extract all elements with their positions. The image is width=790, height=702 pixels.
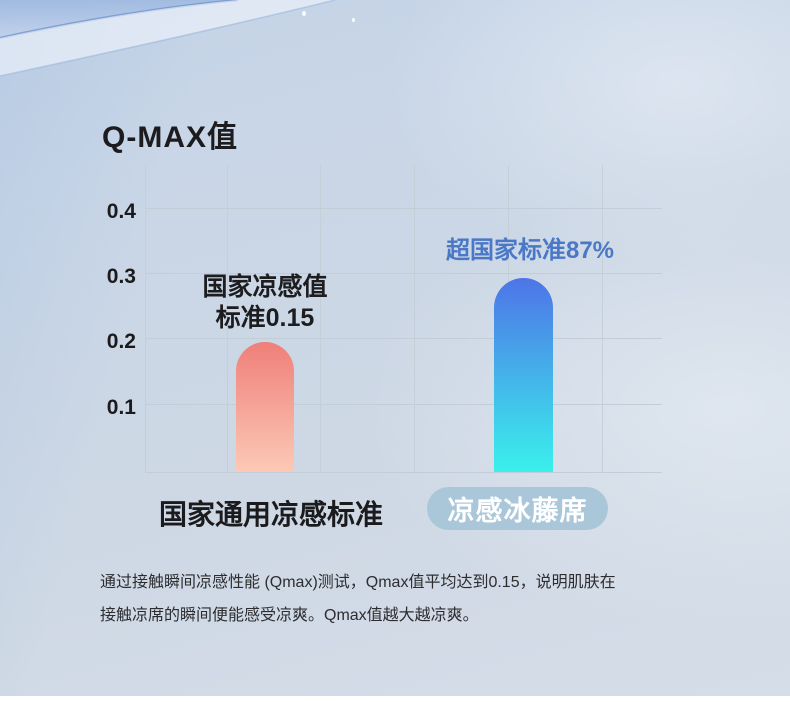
gridline-vertical (602, 165, 603, 473)
description-paragraph: 通过接触瞬间凉感性能 (Qmax)测试，Qmax值平均达到0.15，说明肌肤在 … (100, 566, 660, 632)
x-axis-line (145, 472, 662, 473)
water-wave-decoration (0, 0, 336, 77)
bar-cooling-ice-rattan-mat (494, 278, 553, 472)
bottom-white-strip (0, 696, 790, 702)
label-line-1: 国家凉感值 (202, 273, 328, 301)
sparkle-icon (302, 11, 306, 16)
gridline-vertical (227, 165, 228, 473)
y-tick-0.3: 0.3 (106, 265, 136, 288)
gridline-horizontal (145, 404, 662, 405)
y-axis-line (145, 165, 146, 473)
national-standard-value-label: 国家凉感值 标准0.15 (145, 272, 385, 334)
description-line-1: 通过接触瞬间凉感性能 (Qmax)测试，Qmax值平均达到0.15，说明肌肤在 (100, 574, 616, 591)
bar-national-standard (236, 342, 294, 472)
gridline-horizontal (145, 338, 662, 339)
label-line-2: 标准0.15 (215, 304, 315, 332)
x-label-product-pill: 凉感冰藤席 (427, 487, 608, 530)
description-line-2: 接触凉席的瞬间便能感受凉爽。Qmax值越大越凉爽。 (100, 607, 479, 624)
y-tick-0.1: 0.1 (106, 396, 136, 419)
y-tick-0.4: 0.4 (106, 200, 136, 223)
y-tick-0.2: 0.2 (106, 330, 136, 353)
x-label-national-standard: 国家通用凉感标准 (158, 499, 383, 530)
gridline-horizontal (145, 273, 662, 274)
gridline-vertical (414, 165, 415, 473)
page-title: Q-MAX值 (102, 121, 238, 154)
sparkle-icon (352, 18, 355, 22)
exceeds-standard-label: 超国家标准87% (445, 237, 615, 264)
x-label-product-text: 凉感冰藤席 (447, 496, 588, 526)
gridline-horizontal (145, 208, 662, 209)
gridline-vertical (320, 165, 321, 473)
